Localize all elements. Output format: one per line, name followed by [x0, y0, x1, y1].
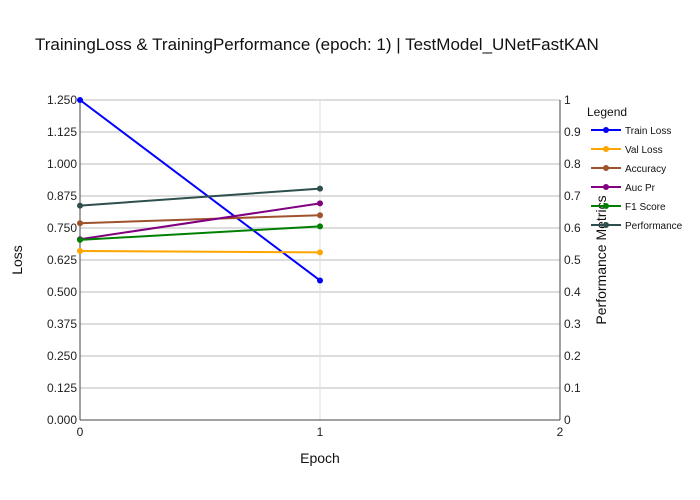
series-5-point[interactable] — [77, 202, 83, 209]
y2-tick-label: 0.6 — [564, 221, 581, 235]
y2-tick-label: 0.4 — [564, 285, 581, 299]
axes — [79, 100, 561, 421]
legend-label: Auc Pr — [625, 183, 656, 194]
series-0-point[interactable] — [317, 277, 323, 284]
y-tick-label: 0.125 — [47, 381, 77, 395]
legend-label: Performance — [625, 221, 683, 232]
legend-title: Legend — [587, 105, 627, 119]
x-tick-label: 2 — [557, 425, 564, 439]
legend-label: Train Loss — [625, 126, 671, 137]
y-tick-label: 1.250 — [47, 93, 77, 107]
series-3-point[interactable] — [317, 200, 323, 207]
series-line-3 — [79, 202, 321, 241]
x-tick-label: 1 — [317, 425, 324, 439]
legend-swatch-marker — [603, 165, 609, 171]
y2-tick-label: 1 — [564, 93, 571, 107]
x-axis-ticks: 0 1 2 — [77, 425, 564, 439]
series-line-5 — [79, 187, 321, 207]
series-1-point[interactable] — [317, 249, 323, 256]
y-tick-label: 0.000 — [47, 413, 77, 427]
legend-item-2[interactable]: Accuracy — [591, 164, 666, 175]
legend-item-1[interactable]: Val Loss — [591, 145, 663, 156]
series-line-4 — [79, 225, 321, 241]
y2-axis-title: Performance Metrics — [593, 195, 609, 324]
legend-label: F1 Score — [625, 202, 666, 213]
y-tick-label: 0.500 — [47, 285, 77, 299]
y2-tick-label: 0.2 — [564, 349, 581, 363]
legend-label: Val Loss — [625, 145, 663, 156]
series-1-point[interactable] — [77, 248, 83, 255]
series-2-point[interactable] — [317, 212, 323, 219]
series-line-2 — [79, 214, 321, 225]
legend[interactable]: Legend Train Loss Val Loss Accuracy Auc Pr F… — [587, 105, 683, 232]
y-tick-label: 1.125 — [47, 125, 77, 139]
y-tick-label: 0.875 — [47, 189, 77, 203]
legend-swatch-marker — [603, 146, 609, 152]
gridlines — [80, 99, 560, 420]
series-4-point[interactable] — [77, 236, 83, 243]
legend-swatch-marker — [603, 222, 609, 228]
x-axis-title: Epoch — [300, 450, 340, 466]
legend-item-5[interactable]: Performance — [591, 221, 683, 232]
y2-tick-label: 0.1 — [564, 381, 581, 395]
legend-item-0[interactable]: Train Loss — [591, 126, 671, 137]
chart-title: TrainingLoss & TrainingPerformance (epoc… — [35, 35, 599, 54]
y-tick-label: 0.375 — [47, 317, 77, 331]
y2-tick-label: 0.9 — [564, 125, 581, 139]
legend-swatch-marker — [603, 184, 609, 190]
y-tick-label: 1.000 — [47, 157, 77, 171]
series-2-point[interactable] — [77, 220, 83, 227]
legend-label: Accuracy — [625, 164, 666, 175]
legend-item-3[interactable]: Auc Pr — [591, 183, 656, 194]
y2-tick-label: 0 — [564, 413, 571, 427]
y-tick-label: 0.625 — [47, 253, 77, 267]
y2-tick-label: 0.3 — [564, 317, 581, 331]
y-tick-label: 0.750 — [47, 221, 77, 235]
series-line-1 — [79, 250, 321, 254]
y2-tick-label: 0.5 — [564, 253, 581, 267]
legend-item-4[interactable]: F1 Score — [591, 202, 666, 213]
y2-tick-label: 0.7 — [564, 189, 581, 203]
y-axis-ticks: 0.000 0.125 0.250 0.375 0.500 0.625 0.750 0.875… — [47, 93, 77, 427]
x-tick-label: 0 — [77, 425, 84, 439]
series-0-point[interactable] — [77, 97, 83, 103]
series-4-point[interactable] — [317, 223, 323, 230]
series-layer — [77, 97, 323, 284]
series-5-point[interactable] — [317, 185, 323, 192]
y-tick-label: 0.250 — [47, 349, 77, 363]
y2-tick-label: 0.8 — [564, 157, 581, 171]
legend-swatch-marker — [603, 203, 609, 209]
y2-axis-ticks: 0 0.1 0.2 0.3 0.4 0.5 0.6 0.7 0.8 0.9 1 — [564, 93, 581, 427]
legend-swatch-marker — [603, 127, 609, 133]
series-line-0 — [79, 99, 321, 282]
y-axis-title: Loss — [9, 245, 25, 275]
